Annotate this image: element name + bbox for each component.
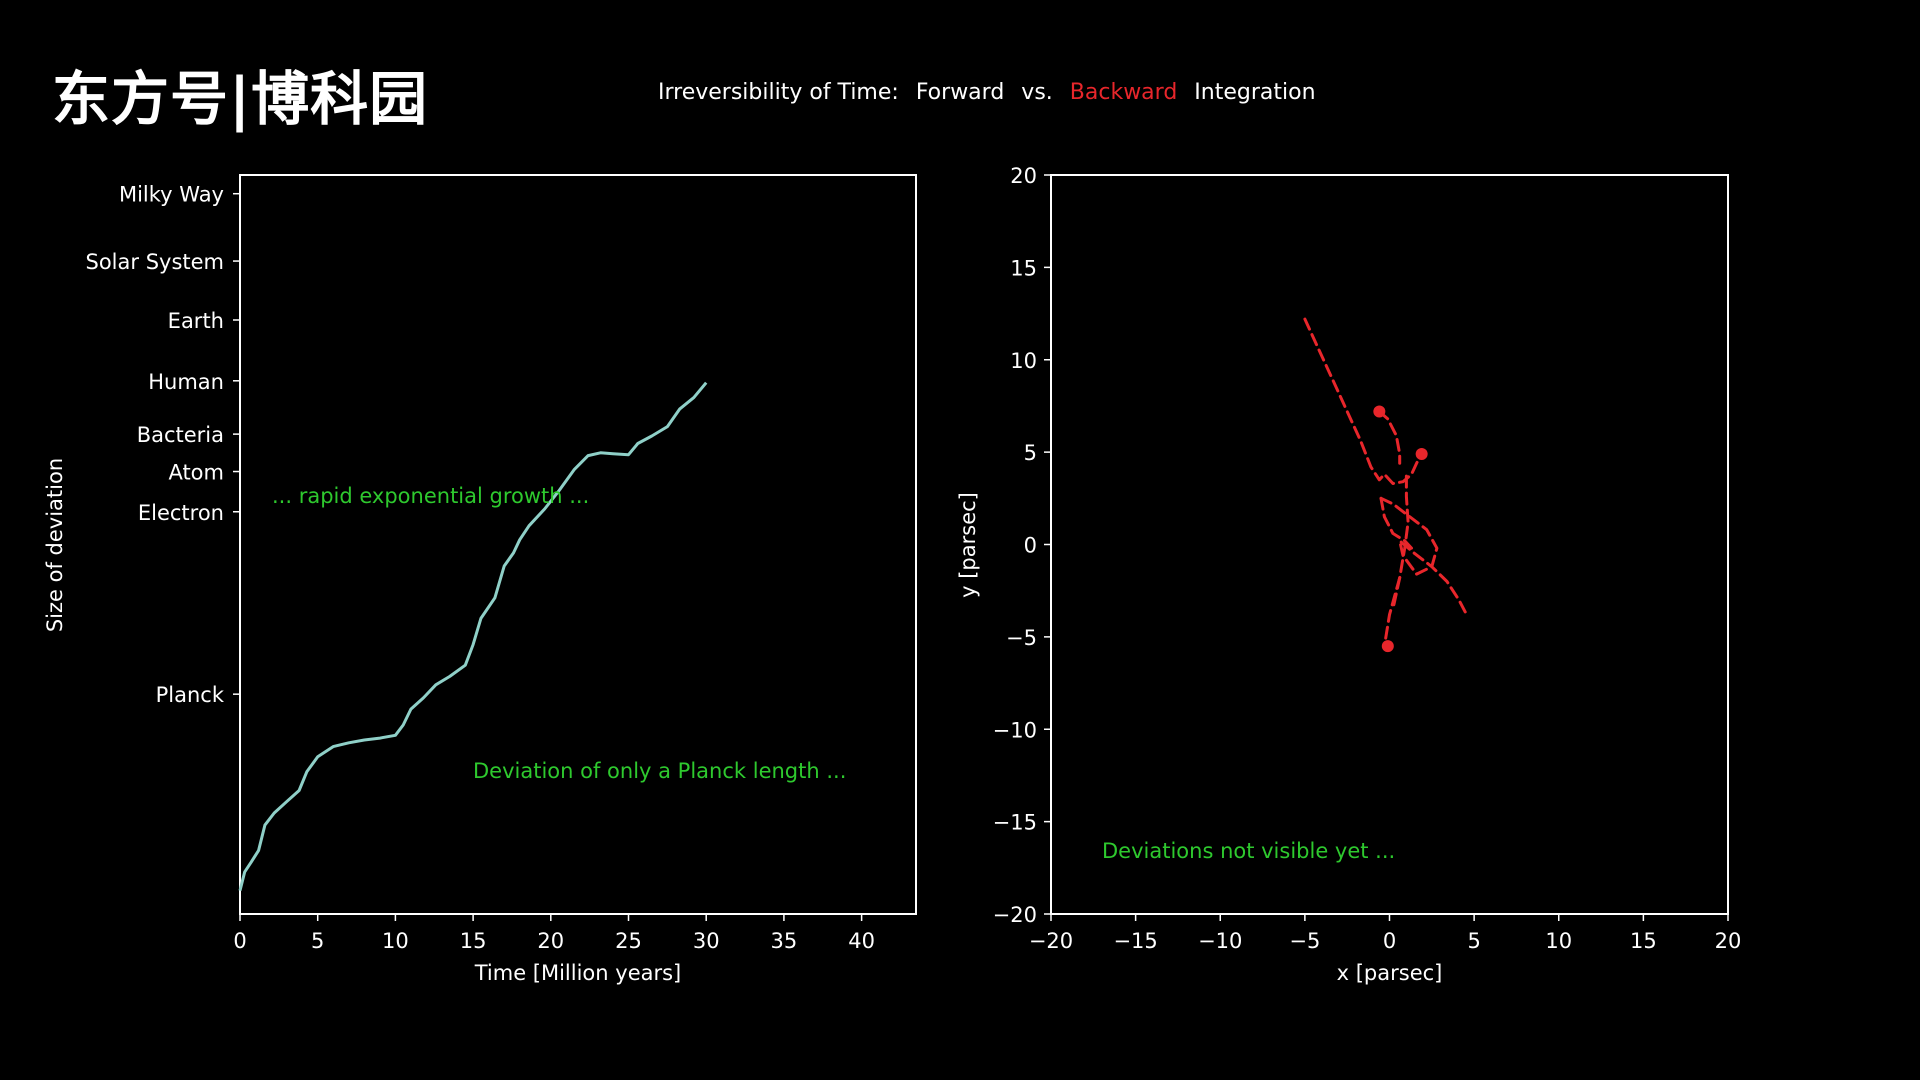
left-x-tick-label: 30 <box>693 929 720 953</box>
right-y-tick-label: 5 <box>1024 441 1037 465</box>
right-y-axis-label: y [parsec] <box>956 492 980 598</box>
right-x-tick-label: −5 <box>1289 929 1320 953</box>
trajectory-endpoint-3 <box>1381 640 1394 653</box>
trajectory-endpoint-1 <box>1373 405 1386 418</box>
right-x-tick-label: 20 <box>1715 929 1742 953</box>
chart-title: Irreversibility of Time: Forward vs. Bac… <box>658 80 1326 105</box>
backward-trajectory-2 <box>1377 410 1402 465</box>
right-y-tick-label: 15 <box>1010 256 1037 280</box>
right-x-tick-label: −20 <box>1029 929 1073 953</box>
right-y-tick-label: −15 <box>993 811 1037 835</box>
left-y-tick-label: Planck <box>156 683 225 707</box>
left-x-tick-label: 0 <box>233 929 246 953</box>
left-y-tick-label: Atom <box>168 461 224 485</box>
title-part-5: Integration <box>1194 80 1316 105</box>
left-x-axis-label: Time [Million years] <box>474 961 682 985</box>
left-x-tick-label: 40 <box>848 929 875 953</box>
left-y-tick-label: Bacteria <box>137 423 224 447</box>
right-y-tick-label: −10 <box>993 718 1037 742</box>
backward-trajectory-5 <box>1379 496 1413 550</box>
title-part-4: Backward <box>1069 80 1178 105</box>
title-part-2: Forward <box>915 80 1005 105</box>
right-x-axis-label: x [parsec] <box>1337 961 1443 985</box>
logo: 东方号|博科园 <box>52 65 429 133</box>
left-y-tick-label: Milky Way <box>119 183 224 207</box>
right-plot-frame <box>1050 174 1729 915</box>
left-x-tick-label: 25 <box>615 929 642 953</box>
left-y-tick-label: Human <box>148 370 224 394</box>
annotation-not-visible: Deviations not visible yet ... <box>1102 839 1395 863</box>
left-x-tick-label: 10 <box>382 929 409 953</box>
right-y-tick-label: −5 <box>1006 626 1037 650</box>
right-x-tick-label: 5 <box>1467 929 1480 953</box>
left-y-tick-label: Solar System <box>86 250 225 274</box>
right-y-tick-label: 10 <box>1010 349 1037 373</box>
right-x-tick-label: 0 <box>1383 929 1396 953</box>
right-y-tick-label: 0 <box>1024 534 1037 558</box>
title-part-3: vs. <box>1021 80 1053 105</box>
left-x-tick-label: 20 <box>537 929 564 953</box>
left-y-tick-label: Electron <box>138 501 224 525</box>
right-x-tick-label: 10 <box>1545 929 1572 953</box>
left-x-tick-label: 35 <box>771 929 798 953</box>
right-x-tick-label: 15 <box>1630 929 1657 953</box>
left-plot-frame <box>239 174 917 915</box>
left-x-tick-label: 5 <box>311 929 324 953</box>
right-y-tick-label: 20 <box>1010 164 1037 188</box>
backward-trajectory-4 <box>1379 496 1468 615</box>
left-y-tick-label: Earth <box>168 309 224 333</box>
right-x-tick-label: −10 <box>1198 929 1242 953</box>
annotation-rapid-growth: ... rapid exponential growth ... <box>272 484 589 508</box>
annotation-planck: Deviation of only a Planck length ... <box>473 759 846 783</box>
trajectory-endpoint-2 <box>1415 447 1428 460</box>
title-part-1: Irreversibility of Time: <box>658 80 899 105</box>
right-x-tick-label: −15 <box>1113 929 1157 953</box>
backward-trajectory-1 <box>1303 317 1424 485</box>
deviation-growth-line <box>238 381 708 891</box>
left-y-axis-label: Size of deviation <box>43 458 67 632</box>
backward-trajectory-6 <box>1382 576 1402 648</box>
left-x-tick-label: 15 <box>460 929 487 953</box>
right-y-tick-label: −20 <box>993 903 1037 927</box>
